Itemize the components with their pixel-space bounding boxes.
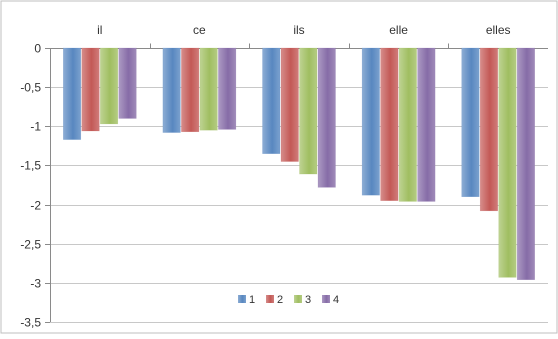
- bar-ce-series-1: [162, 47, 181, 133]
- y-tick-label: -1: [30, 120, 41, 134]
- category-label: il: [97, 23, 102, 37]
- bar-ils-series-2: [280, 47, 299, 162]
- legend-swatch-4: [322, 295, 330, 303]
- bar-ils-series-4: [317, 47, 336, 188]
- bar-ce-series-3: [199, 47, 218, 131]
- legend-swatch-2: [266, 295, 274, 303]
- bar-il-series-4: [118, 47, 137, 119]
- bar-ils-series-3: [299, 47, 318, 175]
- bar-il-series-2: [81, 47, 100, 132]
- y-tick-label: -0,5: [20, 81, 41, 95]
- bar-elle-series-4: [417, 47, 436, 202]
- legend-swatch-1: [238, 295, 246, 303]
- bar-il-series-1: [63, 47, 82, 140]
- bar-elles-series-2: [479, 47, 498, 212]
- bar-il-series-3: [100, 47, 119, 125]
- legend-label-3: 3: [305, 294, 311, 306]
- bar-ce-series-2: [181, 47, 200, 133]
- bar-elle-series-2: [380, 47, 399, 201]
- bar-elle-series-1: [361, 47, 380, 196]
- bar-ils-series-1: [262, 47, 281, 154]
- bar-elles-series-4: [516, 47, 535, 280]
- legend-label-2: 2: [277, 294, 283, 306]
- legend-label-4: 4: [333, 294, 339, 306]
- bar-elles-series-3: [498, 47, 517, 278]
- bar-elle-series-3: [398, 47, 417, 202]
- category-label: elles: [486, 23, 511, 37]
- y-tick-label: -3: [30, 277, 41, 291]
- y-tick-label: -3,5: [20, 316, 41, 330]
- category-label: ce: [193, 23, 206, 37]
- category-labels: il ce ils elle elles: [97, 23, 510, 37]
- legend-label-1: 1: [249, 294, 255, 306]
- bar-ce-series-4: [218, 47, 237, 130]
- y-tick-label: -2: [30, 199, 41, 213]
- legend-swatch-3: [294, 295, 302, 303]
- bars: [63, 47, 535, 280]
- y-tick-label: -1,5: [20, 159, 41, 173]
- y-tick-labels: 0 -0,5 -1 -1,5 -2 -2,5 -3 -3,5: [20, 42, 41, 330]
- category-label: ils: [293, 23, 304, 37]
- legend: 1 2 3 4: [238, 294, 339, 306]
- category-label: elle: [389, 23, 408, 37]
- y-tick-label: 0: [34, 42, 41, 56]
- bar-elles-series-1: [461, 47, 480, 197]
- y-tick-label: -2,5: [20, 238, 41, 252]
